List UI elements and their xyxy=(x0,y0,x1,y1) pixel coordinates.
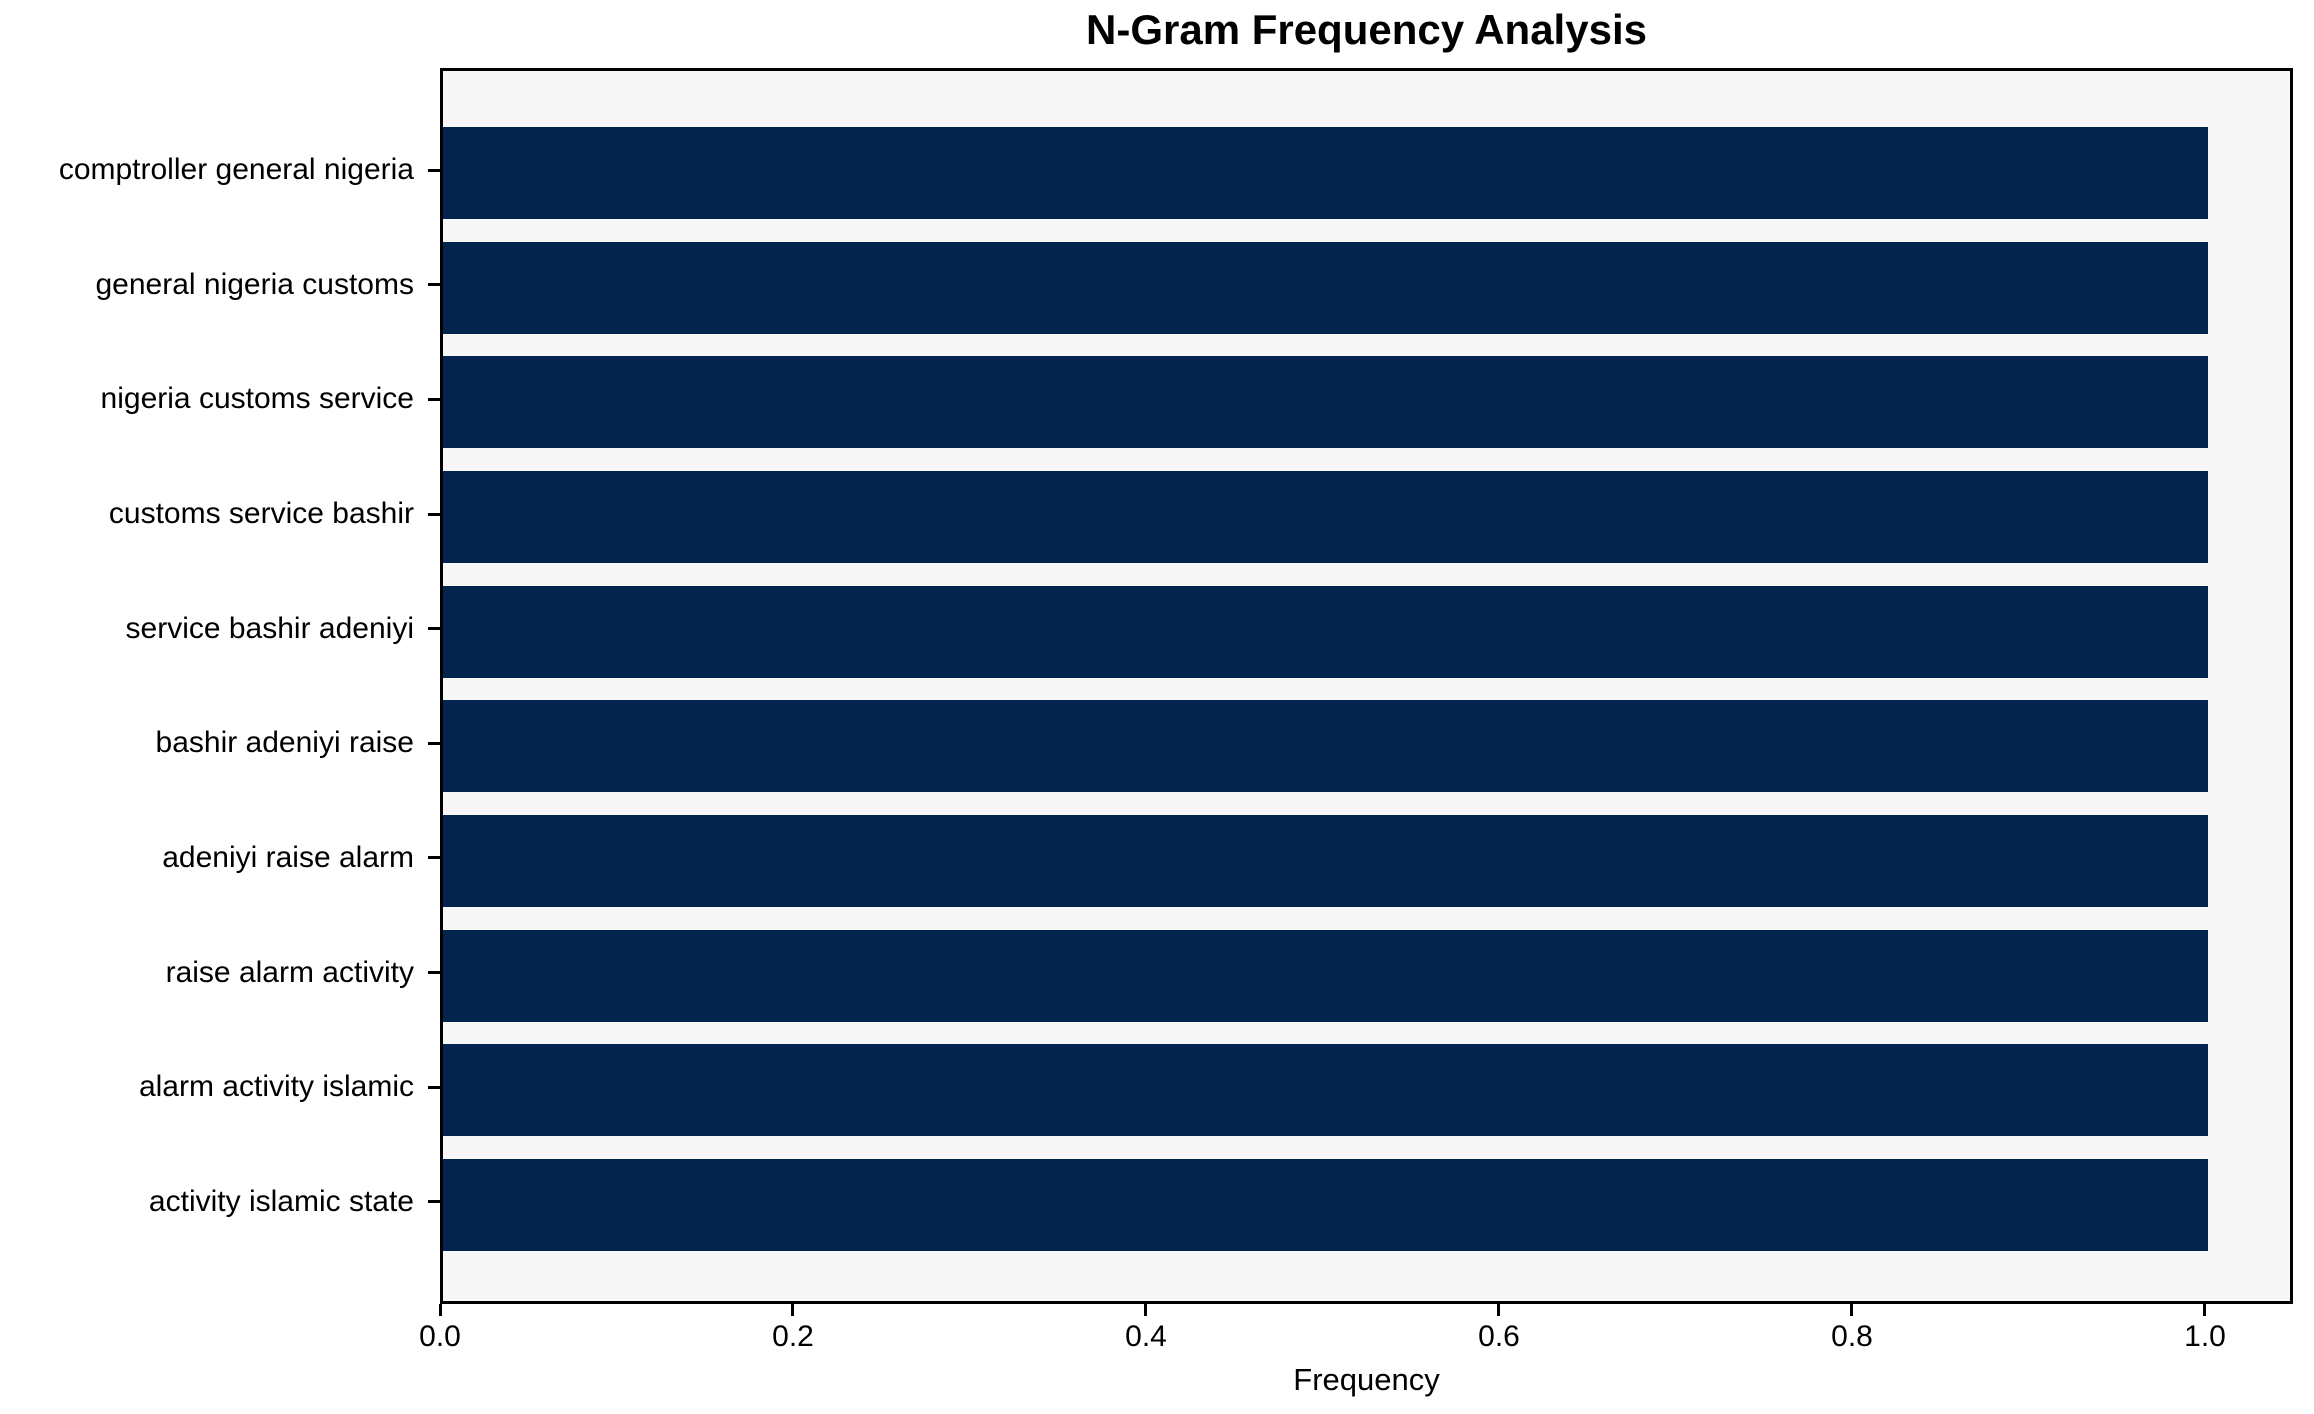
x-tick-label: 0.0 xyxy=(419,1320,461,1353)
y-axis-label: alarm activity islamic xyxy=(138,1070,414,1103)
y-tick-mark xyxy=(428,1200,440,1203)
y-axis-label: bashir adeniyi raise xyxy=(155,726,414,759)
y-axis-label: customs service bashir xyxy=(108,497,414,530)
chart-title: N-Gram Frequency Analysis xyxy=(1086,6,1647,53)
y-axis-label: nigeria customs service xyxy=(100,382,414,415)
x-tick-label: 0.2 xyxy=(772,1320,814,1353)
bar xyxy=(443,127,2208,219)
x-tick-label: 0.6 xyxy=(1478,1320,1520,1353)
x-tick-label: 0.8 xyxy=(1831,1320,1873,1353)
bar xyxy=(443,586,2208,678)
bar xyxy=(443,242,2208,334)
y-tick-mark xyxy=(428,283,440,286)
x-tick-mark xyxy=(1144,1304,1147,1316)
x-tick-mark xyxy=(1497,1304,1500,1316)
y-axis-label: comptroller general nigeria xyxy=(58,153,414,186)
x-axis-label: Frequency xyxy=(1293,1362,1440,1397)
y-tick-mark xyxy=(428,169,440,172)
y-tick-mark xyxy=(428,627,440,630)
bar xyxy=(443,700,2208,792)
y-tick-mark xyxy=(428,513,440,516)
bar xyxy=(443,1159,2208,1251)
y-tick-mark xyxy=(428,742,440,745)
x-tick-mark xyxy=(439,1304,442,1316)
bar xyxy=(443,815,2208,907)
x-tick-label: 1.0 xyxy=(2184,1320,2226,1353)
y-axis-label: adeniyi raise alarm xyxy=(162,841,414,874)
bar xyxy=(443,930,2208,1022)
y-axis-label: general nigeria customs xyxy=(95,268,414,301)
y-tick-mark xyxy=(428,1086,440,1089)
plot-area xyxy=(440,68,2293,1304)
x-tick-mark xyxy=(1850,1304,1853,1316)
x-tick-mark xyxy=(791,1304,794,1316)
bar xyxy=(443,356,2208,448)
y-tick-mark xyxy=(428,856,440,859)
x-tick-label: 0.4 xyxy=(1125,1320,1167,1353)
y-axis-label: raise alarm activity xyxy=(165,956,414,989)
bar xyxy=(443,1044,2208,1136)
bar xyxy=(443,471,2208,563)
y-tick-mark xyxy=(428,971,440,974)
x-tick-mark xyxy=(2203,1304,2206,1316)
y-axis-label: activity islamic state xyxy=(148,1185,414,1218)
y-axis-label: service bashir adeniyi xyxy=(125,612,414,645)
y-tick-mark xyxy=(428,398,440,401)
